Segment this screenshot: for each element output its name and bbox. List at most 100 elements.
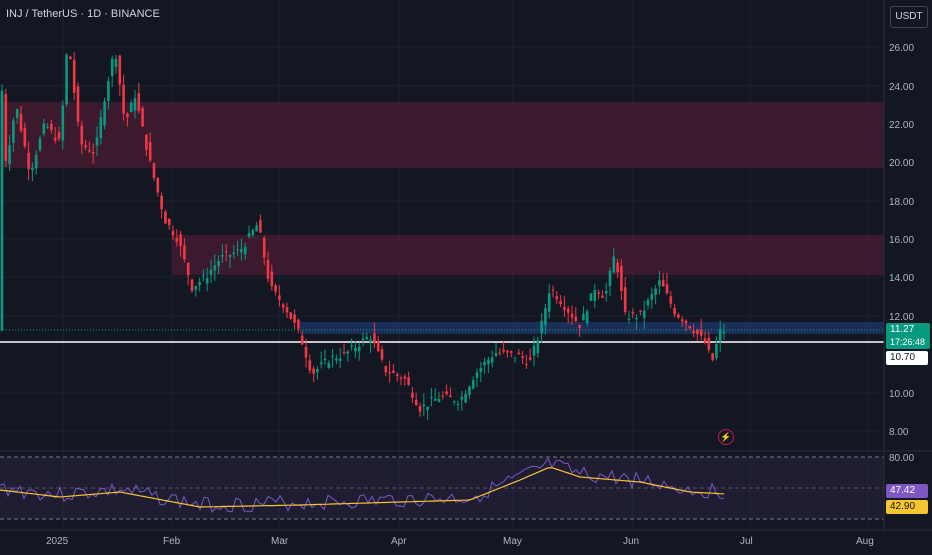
candle-body	[551, 289, 555, 291]
candle-body	[228, 255, 232, 257]
candle-body	[217, 260, 220, 267]
candle-body	[160, 195, 163, 210]
candle-body	[114, 59, 118, 67]
candle-body	[126, 113, 129, 118]
candle-body	[198, 282, 201, 286]
candle-body	[323, 358, 327, 361]
last-price-tag: 11.27 17:26:48	[886, 323, 930, 349]
candle-body	[456, 403, 460, 405]
candle-body	[278, 295, 281, 300]
candle-body	[221, 255, 224, 257]
rsi-line	[0, 457, 725, 513]
time-label: Apr	[391, 536, 407, 547]
price-tick: 26.00	[889, 43, 914, 54]
candle-body	[31, 167, 34, 171]
candle-body	[118, 55, 122, 85]
candle-body	[555, 296, 559, 300]
candle-body	[547, 293, 551, 312]
candle-body	[213, 265, 217, 271]
time-label: Jun	[623, 536, 639, 547]
price-tick: 20.00	[889, 158, 914, 169]
candle-body	[544, 308, 547, 326]
candle-body	[696, 329, 699, 335]
candle-body	[224, 251, 228, 253]
candle-body	[99, 117, 103, 139]
candle-body	[471, 380, 475, 389]
candle-body	[357, 346, 361, 352]
time-label: Aug	[856, 536, 874, 547]
time-axis[interactable]: 2025 Feb Mar Apr May Jun Jul Aug	[46, 536, 874, 547]
candle-body	[380, 349, 384, 360]
candle-body	[414, 399, 418, 406]
candle-body	[69, 56, 72, 60]
candle-body	[202, 275, 205, 277]
candle-body	[167, 219, 171, 226]
candle-body	[285, 307, 289, 313]
candle-body	[635, 318, 638, 320]
candle-body	[312, 368, 315, 374]
symbol-title[interactable]: INJ / TetherUS · 1D · BINANCE	[6, 8, 160, 20]
candle-body	[612, 256, 616, 273]
candle-body	[361, 338, 365, 341]
candle-body	[255, 225, 258, 232]
candle-body	[392, 370, 395, 373]
candle-body	[247, 233, 251, 237]
candle-body	[57, 132, 61, 139]
candle-body	[164, 211, 167, 224]
lightning-icon[interactable]: ⚡	[718, 429, 734, 445]
candle-body	[259, 220, 262, 233]
countdown-timer: 17:26:48	[890, 337, 926, 347]
candle-body	[8, 145, 11, 165]
candle-body	[61, 105, 65, 141]
candle-body	[506, 350, 509, 353]
candle-body	[103, 101, 106, 126]
candle-body	[403, 376, 407, 379]
candle-body	[452, 401, 456, 403]
candle-body	[50, 123, 53, 130]
candle-body	[585, 311, 589, 324]
candle-body	[536, 340, 540, 354]
rsi-axis[interactable]: 80.00	[889, 453, 914, 464]
price-tick: 8.00	[889, 427, 909, 438]
candle-body	[376, 340, 380, 352]
candle-body	[718, 328, 722, 342]
time-label: Jul	[740, 536, 753, 547]
candle-body	[654, 288, 657, 295]
candle-body	[19, 113, 23, 132]
currency-button[interactable]: USDT	[890, 6, 928, 28]
candle-body	[91, 152, 95, 154]
candle-body	[608, 270, 612, 286]
candle-body	[665, 284, 669, 294]
candle-body	[0, 90, 4, 331]
candle-body	[540, 320, 543, 333]
candle-body	[722, 331, 726, 334]
candle-body	[528, 357, 532, 360]
candle-body	[715, 344, 718, 359]
candle-body	[72, 59, 76, 93]
candle-body	[699, 329, 703, 336]
candle-body	[574, 316, 578, 322]
candle-body	[80, 125, 84, 145]
candle-body	[517, 352, 521, 355]
candle-body	[148, 142, 152, 161]
rsi-ma-line	[0, 467, 725, 508]
candle-body	[346, 351, 350, 354]
candle-body	[152, 163, 156, 178]
candle-body	[422, 404, 426, 406]
candle-body	[350, 345, 353, 347]
rsi-ma-value-tag: 42.90	[886, 500, 928, 514]
candle-body	[175, 238, 179, 242]
candle-body	[658, 280, 661, 286]
candle-body	[373, 333, 376, 344]
candle-body	[521, 356, 524, 358]
candle-body	[411, 392, 414, 398]
candle-body	[319, 362, 323, 365]
candle-body	[395, 374, 399, 376]
candle-body	[646, 299, 650, 306]
candle-body	[240, 249, 243, 253]
candle-body	[369, 339, 372, 343]
price-axis[interactable]: 26.00 24.00 22.00 20.00 18.00 16.00 14.0…	[889, 43, 914, 438]
rsi-tick: 80.00	[889, 453, 914, 464]
candle-body	[137, 93, 141, 111]
